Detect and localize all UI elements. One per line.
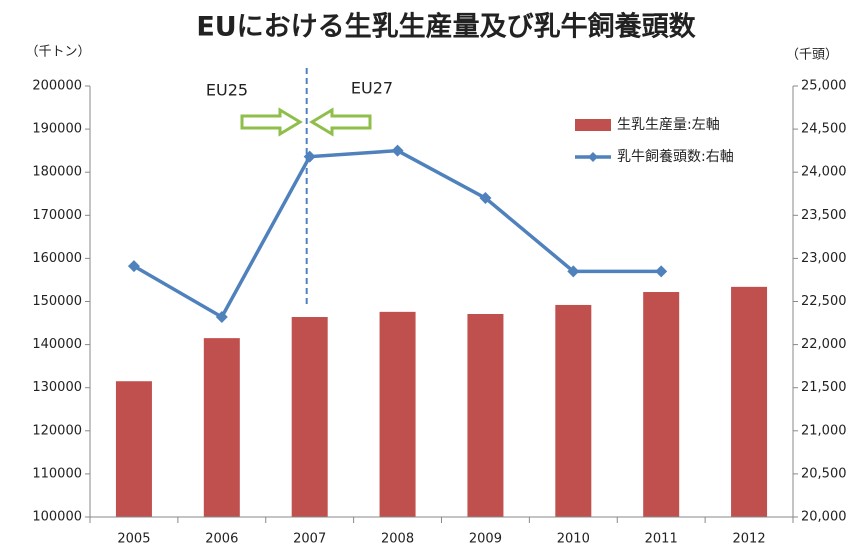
y-tick-label: 160000 [32,251,82,266]
marker [127,260,140,273]
legend-swatch [575,119,611,131]
y2-tick-label: 21,500 [801,380,847,395]
x-tick-label: 2010 [557,532,590,547]
bar [555,304,592,517]
marker [391,144,404,157]
y-axis-label: （千トン） [25,45,90,60]
bar [291,317,328,517]
y-tick-label: 200000 [32,79,82,94]
arrow [309,107,372,137]
y2-tick-label: 22,000 [801,337,847,352]
y2-tick-label: 24,000 [801,165,847,180]
x-tick-label: 2011 [645,532,678,547]
bar [731,286,768,517]
y-tick-label: 100000 [32,510,82,525]
y2-tick-label: 23,500 [801,208,847,223]
x-tick-label: 2009 [469,532,502,547]
x-tick-label: 2012 [733,532,766,547]
x-tick-label: 2008 [381,532,414,547]
y2-tick-label: 20,500 [801,466,847,481]
y-tick-label: 150000 [32,294,82,309]
marker [567,265,580,278]
y2-tick-label: 20,000 [801,510,847,525]
y-tick-label: 110000 [32,466,82,481]
marker [655,265,668,278]
x-tick-label: 2006 [205,532,238,547]
bar [379,311,416,517]
chart-title: EUにおける生乳生産量及び乳牛飼養頭数 [196,11,696,43]
x-tick-label: 2005 [117,532,150,547]
arrow [240,107,303,137]
marker [215,311,228,324]
y-tick-label: 180000 [32,165,82,180]
legend-label: 生乳生産量:左軸 [617,117,720,133]
marker [303,150,316,163]
annotation: EU27 [351,79,393,98]
bar [643,292,680,517]
y2-tick-label: 23,000 [801,251,847,266]
marker [479,192,492,205]
y-tick-label: 190000 [32,122,82,137]
bar [203,338,240,517]
bar [115,381,152,517]
legend-marker [588,152,598,162]
y2-tick-label: 25,000 [801,79,847,94]
line [133,148,662,320]
y2-tick-label: 24,500 [801,122,847,137]
x-tick-label: 2007 [293,532,326,547]
y-tick-label: 130000 [32,380,82,395]
y2-tick-label: 21,000 [801,423,847,438]
y-tick-label: 170000 [32,208,82,223]
annotation: EU25 [206,81,248,100]
y-tick-label: 140000 [32,337,82,352]
y2-tick-label: 22,500 [801,294,847,309]
bar [467,313,504,517]
legend-label: 乳牛飼養頭数:右軸 [617,148,734,165]
y2-axis-label: （千頭） [786,48,838,63]
y-tick-label: 120000 [32,423,82,438]
